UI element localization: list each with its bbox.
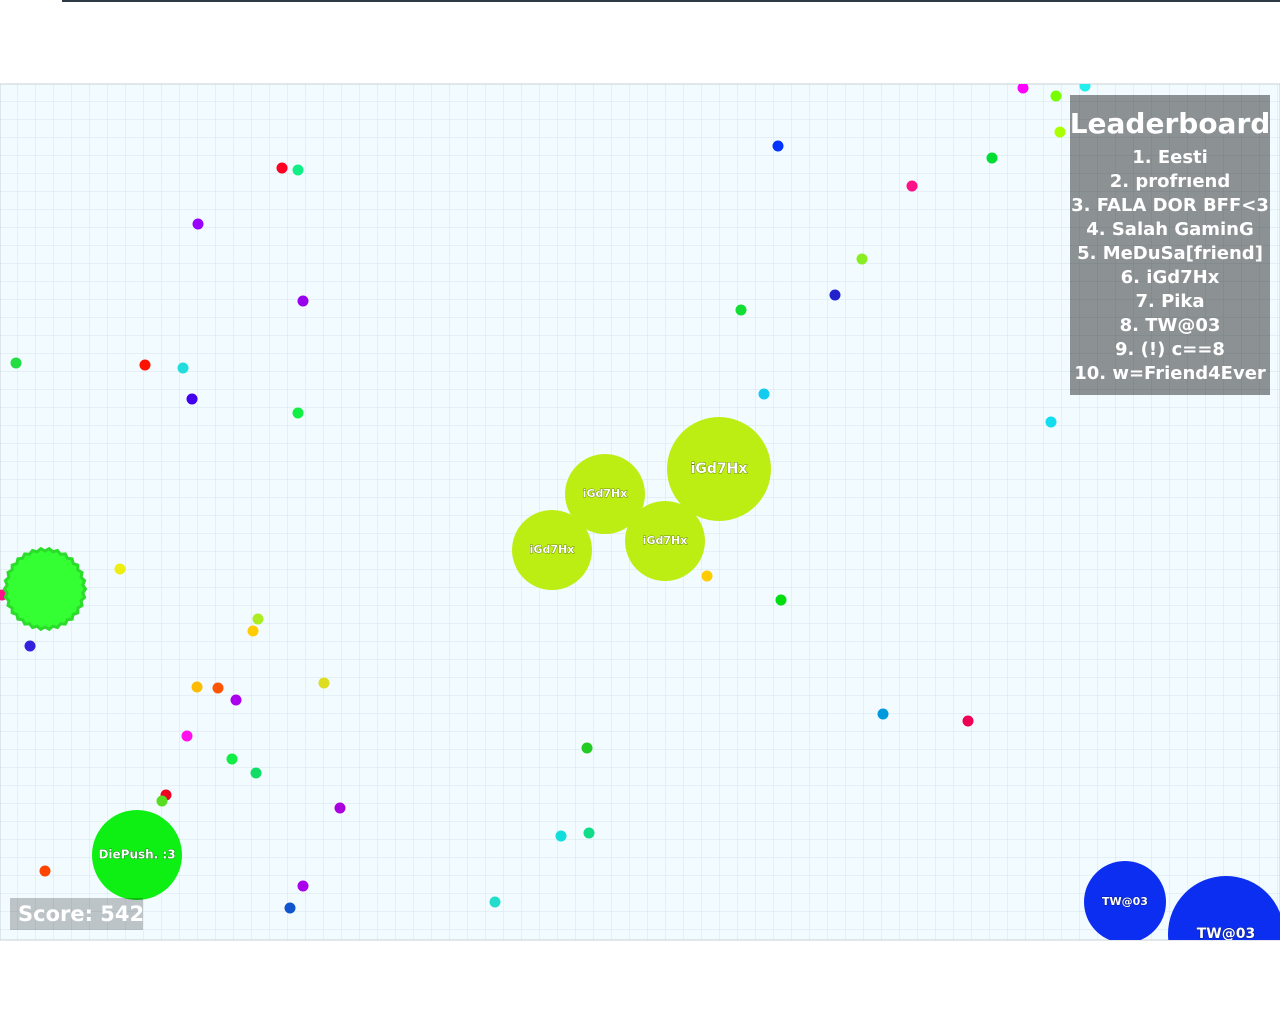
- leaderboard-entry: 2. profrıend: [1110, 171, 1231, 192]
- cell-name: iGd7Hx: [643, 534, 688, 547]
- food-pellet: [247, 625, 259, 637]
- food-pellet: [735, 304, 747, 316]
- cell-name: iGd7Hx: [583, 487, 628, 500]
- food-pellet: [186, 393, 198, 405]
- food-pellet: [701, 570, 713, 582]
- food-pellet: [297, 880, 309, 892]
- food-pellet: [877, 708, 889, 720]
- cell-name: DiePush. :3: [98, 848, 175, 862]
- cell-body: [92, 810, 182, 900]
- food-pellet: [1050, 90, 1062, 102]
- player-cell: iGd7Hx: [625, 501, 705, 581]
- virus: [2, 546, 88, 632]
- leaderboard-panel: [1070, 95, 1270, 395]
- leaderboard-title: Leaderboard: [1070, 107, 1271, 140]
- food-pellet: [252, 613, 264, 625]
- top-edge: [62, 0, 1280, 2]
- food-pellet: [156, 795, 168, 807]
- food-pellet: [114, 563, 126, 575]
- food-pellet: [775, 594, 787, 606]
- food-pellet: [250, 767, 262, 779]
- food-pellet: [1079, 84, 1091, 92]
- cell-body: [512, 510, 592, 590]
- food-pellet: [581, 742, 593, 754]
- food-pellet: [1045, 416, 1057, 428]
- player-cell: iGd7Hx: [667, 417, 771, 521]
- cell-body: [667, 417, 771, 521]
- food-pellet: [758, 388, 770, 400]
- cell-body: [1168, 876, 1280, 940]
- food-pellet: [10, 357, 22, 369]
- leaderboard-entry: 4. Salah GaminG: [1086, 219, 1254, 240]
- cell-name: iGd7Hx: [691, 461, 748, 477]
- food-pellet: [772, 140, 784, 152]
- food-pellet: [139, 359, 151, 371]
- leaderboard-entry: 8. TW@03: [1120, 315, 1221, 336]
- leaderboard-entry: 7. Pika: [1135, 291, 1204, 312]
- food-pellet: [181, 730, 193, 742]
- leaderboard-entry: 1. Eesti: [1132, 147, 1208, 168]
- player-cell: DiePush. :3: [92, 810, 182, 900]
- player-cell: TW@03: [1168, 876, 1280, 942]
- food-pellet: [191, 681, 203, 693]
- score: Score: 542: [18, 902, 144, 926]
- food-pellet: [334, 802, 346, 814]
- food-pellet: [856, 253, 868, 265]
- leaderboard-entry: 5. MeDuSa[friend]: [1077, 243, 1263, 264]
- leaderboard-entry: 9. (!) c==8: [1115, 339, 1225, 360]
- food-pellet: [555, 830, 567, 842]
- food-pellet: [292, 164, 304, 176]
- food-pellet: [292, 407, 304, 419]
- food-pellet: [212, 682, 224, 694]
- world: iGd7Hx iGd7Hx iGd7Hx iGd7Hx DiePush. :3 TW@03…: [0, 84, 1280, 942]
- food-pellet: [284, 902, 296, 914]
- leaderboard-entry: 6. iGd7Hx: [1121, 267, 1220, 288]
- food-pellet: [986, 152, 998, 164]
- leaderboard-entry: 10. w=Friend4Ever: [1074, 363, 1266, 384]
- food-pellet: [39, 865, 51, 877]
- food-pellet: [24, 640, 36, 652]
- food-pellet: [583, 827, 595, 839]
- cell-body: [625, 501, 705, 581]
- food-pellet: [829, 289, 841, 301]
- cell-body: [1084, 861, 1166, 940]
- leaderboard: Leaderboard 1. Eesti 2. profrıend 3. FALA …: [1070, 95, 1271, 395]
- food-pellet: [230, 694, 242, 706]
- leaderboard-entry: 3. FALA DOR BFF<3: [1071, 195, 1269, 216]
- food-pellet: [906, 180, 918, 192]
- score-panel: [10, 898, 143, 930]
- food-pellet: [297, 295, 309, 307]
- player-cell: TW@03: [1084, 861, 1166, 940]
- food-pellet: [192, 218, 204, 230]
- cell-body: [565, 454, 645, 534]
- cell-name: TW@03: [1102, 895, 1148, 908]
- cell-name: TW@03: [1197, 926, 1255, 942]
- food-pellet: [962, 715, 974, 727]
- food-pellet: [1017, 84, 1029, 94]
- player-cell: iGd7Hx: [512, 510, 592, 590]
- player-cell: iGd7Hx: [565, 454, 645, 534]
- food-pellet: [318, 677, 330, 689]
- food-pellet: [276, 162, 288, 174]
- food-pellet: [489, 896, 501, 908]
- food-pellet: [177, 362, 189, 374]
- food-pellet: [226, 753, 238, 765]
- cell-name: iGd7Hx: [530, 543, 575, 556]
- food-pellet: [1054, 126, 1066, 138]
